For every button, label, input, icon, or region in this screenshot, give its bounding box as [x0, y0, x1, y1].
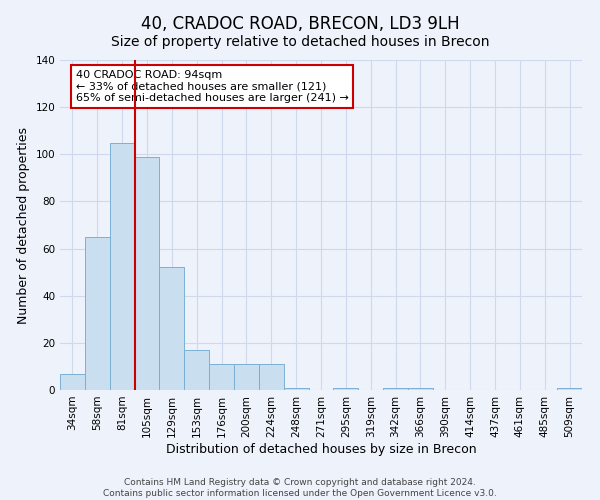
Bar — [383, 388, 408, 390]
Bar — [85, 237, 110, 390]
Bar — [557, 388, 582, 390]
Bar — [234, 364, 259, 390]
Bar — [259, 364, 284, 390]
Text: 40 CRADOC ROAD: 94sqm
← 33% of detached houses are smaller (121)
65% of semi-det: 40 CRADOC ROAD: 94sqm ← 33% of detached … — [76, 70, 349, 103]
Bar — [60, 374, 85, 390]
Text: 40, CRADOC ROAD, BRECON, LD3 9LH: 40, CRADOC ROAD, BRECON, LD3 9LH — [140, 15, 460, 33]
Bar — [110, 142, 134, 390]
Bar — [408, 388, 433, 390]
Text: Size of property relative to detached houses in Brecon: Size of property relative to detached ho… — [111, 35, 489, 49]
Bar — [334, 388, 358, 390]
X-axis label: Distribution of detached houses by size in Brecon: Distribution of detached houses by size … — [166, 442, 476, 456]
Bar — [160, 268, 184, 390]
Bar — [184, 350, 209, 390]
Bar — [209, 364, 234, 390]
Text: Contains HM Land Registry data © Crown copyright and database right 2024.
Contai: Contains HM Land Registry data © Crown c… — [103, 478, 497, 498]
Bar — [284, 388, 308, 390]
Y-axis label: Number of detached properties: Number of detached properties — [17, 126, 30, 324]
Bar — [134, 156, 160, 390]
